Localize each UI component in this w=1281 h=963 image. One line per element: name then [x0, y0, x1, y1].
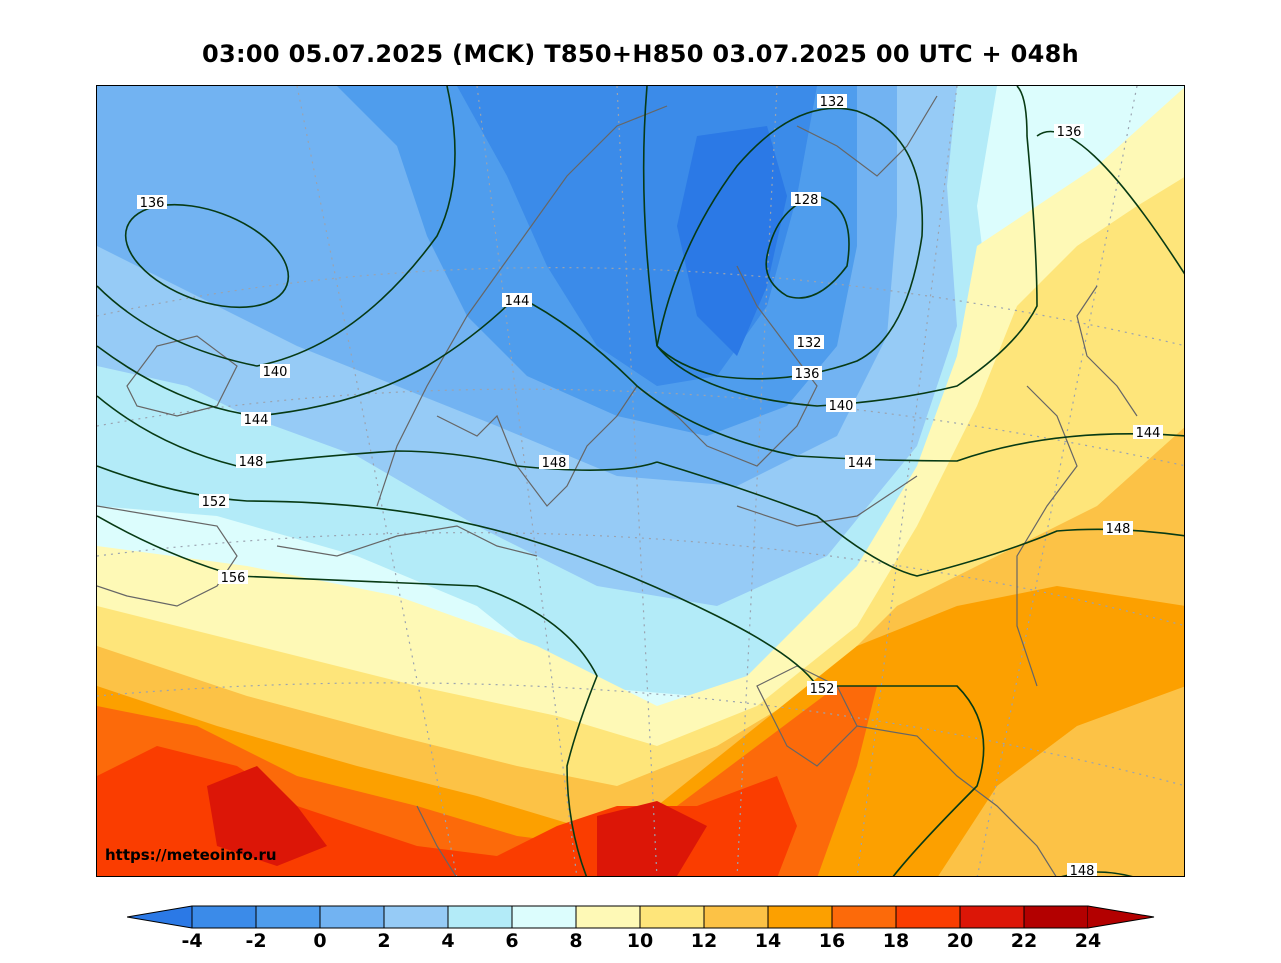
contour-label: 148: [1070, 864, 1095, 877]
temperature-fill: [97, 86, 1184, 876]
contour-label: 148: [1106, 522, 1131, 537]
contour-label: 148: [542, 456, 567, 471]
source-url: https://meteoinfo.ru: [105, 846, 277, 864]
contour-label: 152: [202, 495, 227, 510]
colorbar-low-arrow: [127, 906, 192, 928]
contour-136-ne: [642, 86, 658, 347]
contour-140-east: [656, 86, 1038, 407]
contour-label: 144: [1136, 426, 1161, 441]
contour-136-east: [1036, 130, 1184, 275]
colorbar-cells: [191, 905, 1089, 929]
colorbar-high-arrow: [1088, 906, 1154, 928]
colorbar-cell: [255, 905, 321, 929]
colorbar-tick-label: 6: [505, 930, 519, 952]
colorbar-tick-label: 8: [569, 930, 583, 952]
contour-144-west: [97, 295, 518, 417]
contour-152: [97, 465, 985, 876]
colorbar-cell: [575, 905, 641, 929]
colorbar-tick-label: 18: [882, 930, 910, 952]
contour-labels: 132 128 136 136 144 140 144 148 148 152 …: [137, 94, 1163, 877]
colorbar-cell: [1023, 905, 1089, 929]
colorbar-tick-label: 4: [441, 930, 455, 952]
colorbar-tick-label: 2: [377, 930, 391, 952]
contour-144-main: [516, 295, 1184, 462]
contour-label: 140: [263, 365, 288, 380]
colorbar-cell: [447, 905, 513, 929]
band-m4: [677, 126, 787, 356]
coastlines: [97, 95, 1138, 876]
colorbar-cell: [831, 905, 897, 929]
contour-label: 136: [1057, 125, 1082, 140]
contour-156: [97, 515, 598, 876]
colorbar-tick-label: -4: [181, 930, 203, 952]
contour-label: 144: [505, 294, 530, 309]
colorbar-tick-label: 20: [946, 930, 974, 952]
colorbar-cell: [511, 905, 577, 929]
map-svg: 132 128 136 136 144 140 144 148 148 152 …: [97, 86, 1184, 877]
contour-label: 144: [244, 413, 269, 428]
contour-136-west: [124, 203, 290, 309]
colorbar-cell: [895, 905, 961, 929]
contour-label: 140: [829, 399, 854, 414]
map-panel: 132 128 136 136 144 140 144 148 148 152 …: [96, 85, 1185, 877]
colorbar: [127, 905, 1155, 929]
contour-128-low: [765, 195, 850, 299]
contour-label: 136: [795, 367, 820, 382]
contour-label: 144: [848, 456, 873, 471]
contour-label: 136: [140, 196, 165, 211]
colorbar-cell: [191, 905, 257, 929]
colorbar-tick-label: -2: [245, 930, 267, 952]
contour-label: 148: [239, 455, 264, 470]
colorbar-cell: [767, 905, 833, 929]
height-contours: [97, 86, 1184, 876]
contour-label: 156: [221, 571, 246, 586]
contour-label: 132: [820, 95, 845, 110]
contour-label: 152: [810, 682, 835, 697]
contour-label: 132: [797, 336, 822, 351]
colorbar-tick-label: 10: [626, 930, 654, 952]
band-22: [207, 766, 707, 876]
contour-140-west: [97, 86, 456, 367]
colorbar-cell: [703, 905, 769, 929]
colorbar-tick-label: 22: [1010, 930, 1038, 952]
colorbar-cell: [959, 905, 1025, 929]
contour-148-main: [656, 461, 1184, 577]
colorbar-cell: [639, 905, 705, 929]
colorbar-tick-label: 16: [818, 930, 846, 952]
contour-label: 128: [794, 193, 819, 208]
contour-148-west: [97, 395, 658, 471]
colorbar-cell: [383, 905, 449, 929]
contour-132-low: [656, 107, 924, 380]
colorbar-tick-label: 0: [313, 930, 327, 952]
map-title: 03:00 05.07.2025 (MCK) T850+H850 03.07.2…: [202, 40, 1079, 68]
colorbar-tick-label: 12: [690, 930, 718, 952]
colorbar-cell: [319, 905, 385, 929]
colorbar-tick-label: 24: [1074, 930, 1102, 952]
colorbar-tick-label: 14: [754, 930, 782, 952]
